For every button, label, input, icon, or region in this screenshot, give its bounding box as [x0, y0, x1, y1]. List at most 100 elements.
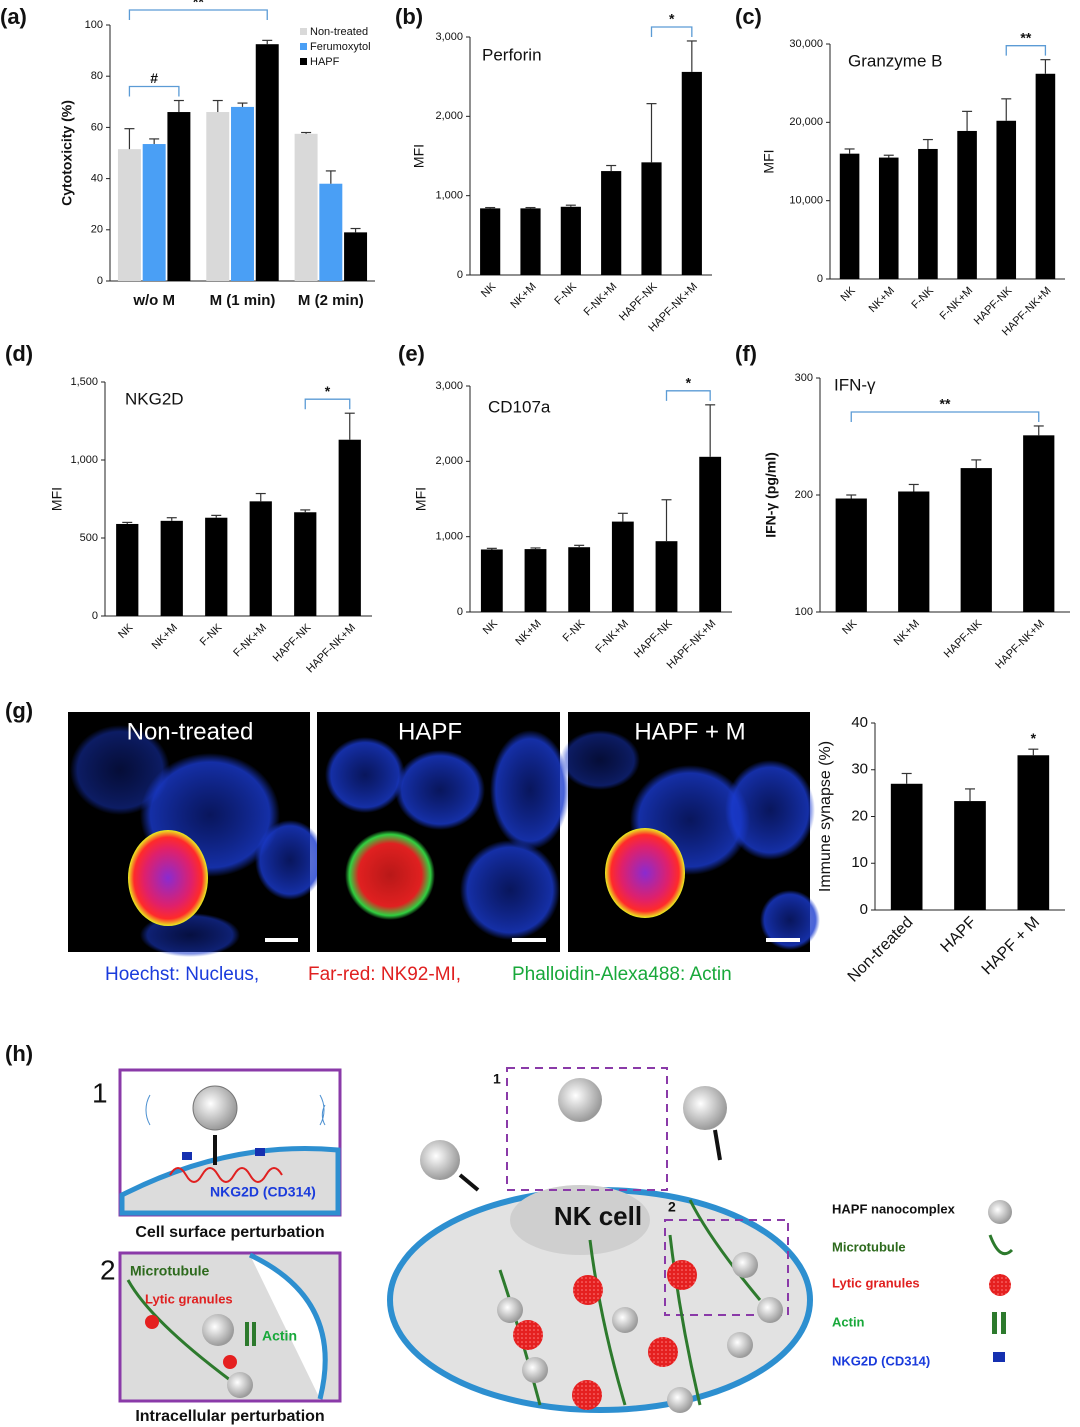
significance-bracket [650, 26, 693, 37]
bar [167, 112, 191, 281]
y-tick-label: 0 [457, 269, 463, 281]
y-tick-label: 2,000 [435, 110, 463, 122]
legend-label: Microtubule [832, 1239, 906, 1254]
significance-bracket [128, 9, 268, 20]
inset-1 [118, 1068, 342, 1217]
bar [1023, 435, 1055, 612]
x-tick-label: w/o M [132, 292, 175, 309]
bar [699, 456, 722, 612]
inset-number: 1 [92, 1077, 108, 1108]
y-tick-label: 20 [851, 807, 868, 824]
legend-label: Non-treated [310, 26, 368, 38]
bar [878, 157, 899, 279]
x-tick-label: NK+M [513, 618, 543, 648]
bar [480, 208, 501, 275]
bar [116, 523, 139, 616]
panel-label: (c) [735, 4, 762, 29]
y-tick-label: 0 [817, 273, 823, 285]
bar [294, 512, 317, 616]
x-tick-label: NK [481, 617, 501, 637]
y-tick-label: 0 [860, 901, 868, 918]
y-tick-label: 80 [91, 70, 103, 82]
x-tick-label: NK [838, 284, 858, 304]
y-tick-label: 300 [795, 372, 813, 384]
y-tick-label: 200 [795, 489, 813, 501]
x-tick-label: F-NK [561, 617, 588, 644]
y-axis-label: Cytotoxicity (%) [59, 100, 75, 206]
micrograph [560, 712, 820, 952]
x-tick-label: F-NK+M [582, 281, 620, 319]
significance: * [669, 11, 675, 27]
x-tick-label: HAPF-NK [632, 617, 675, 660]
caption: Hoechst: Nucleus, [105, 964, 259, 985]
bar [338, 439, 361, 616]
bar [524, 549, 547, 612]
y-axis-label: IFN-γ (pg/ml) [763, 452, 779, 538]
chart-title: Granzyme B [848, 51, 942, 70]
significance: ** [1020, 29, 1031, 45]
bar [255, 44, 279, 282]
significance: # [150, 70, 158, 86]
image-label: HAPF [398, 718, 462, 745]
chart-title: Perforin [482, 45, 542, 64]
legend-swatch [300, 58, 307, 65]
box-number: 2 [668, 1199, 676, 1215]
y-axis-label: MFI [761, 149, 777, 173]
micrograph [317, 712, 570, 952]
legend-label: Actin [832, 1314, 865, 1329]
bar [957, 130, 977, 279]
bar [568, 547, 591, 612]
nk-cell [387, 1067, 813, 1413]
x-tick-label: M (2 min) [298, 292, 364, 309]
y-tick-label: 2,000 [435, 455, 463, 467]
bar [206, 112, 230, 281]
panel-label: (g) [5, 698, 33, 723]
significance-bracket [304, 398, 351, 410]
y-tick-label: 500 [80, 532, 98, 544]
x-tick-label: F-NK+M [231, 622, 269, 660]
legend-label: Lytic granules [832, 1275, 920, 1290]
x-tick-label: F-NK [198, 621, 225, 648]
significance-bracket [850, 411, 1040, 422]
x-tick-label: M (1 min) [210, 292, 276, 309]
bar [1017, 755, 1050, 910]
x-tick-label: Non-treated [845, 914, 917, 986]
inset-caption: Intracellular perturbation [135, 1408, 324, 1425]
bar [1035, 73, 1056, 280]
panel-label: (f) [735, 341, 757, 366]
x-tick-label: F-NK+M [593, 618, 631, 656]
bar [611, 521, 634, 612]
inset-label: Microtubule [130, 1263, 210, 1279]
chart-title: IFN-γ [834, 375, 876, 394]
y-tick-label: 0 [457, 606, 463, 618]
legend-swatch [300, 43, 307, 50]
y-tick-label: 3,000 [435, 31, 463, 43]
legend-label: HAPF nanocomplex [832, 1201, 956, 1216]
bar [560, 206, 581, 275]
bar [996, 120, 1017, 280]
bar [839, 153, 860, 279]
x-tick-label: NK+M [508, 281, 538, 311]
significance: ** [193, 0, 204, 10]
y-tick-label: 0 [92, 610, 98, 622]
x-tick-label: NK [840, 617, 860, 637]
y-tick-label: 1,500 [70, 376, 98, 388]
legend-label: Ferumoxytol [310, 41, 371, 53]
x-tick-label: NK [479, 280, 499, 300]
y-tick-label: 60 [91, 121, 103, 133]
bar [520, 208, 541, 275]
x-tick-label: HAPF + M [979, 914, 1044, 979]
x-tick-label: NK [116, 621, 136, 641]
image-label: HAPF + M [634, 718, 745, 745]
image-label: Non-treated [127, 718, 254, 745]
bar [160, 520, 183, 616]
x-tick-label: HAPF-NK [271, 621, 314, 664]
inset-label: Actin [262, 1328, 297, 1344]
panel-label: (e) [398, 341, 425, 366]
inset-caption: Cell surface perturbation [135, 1224, 324, 1241]
x-tick-label: NK+M [150, 622, 180, 652]
y-tick-label: 10,000 [789, 195, 823, 207]
bar [641, 162, 662, 275]
x-tick-label: HAPF-NK [942, 617, 985, 660]
x-tick-label: NK+M [867, 285, 897, 315]
